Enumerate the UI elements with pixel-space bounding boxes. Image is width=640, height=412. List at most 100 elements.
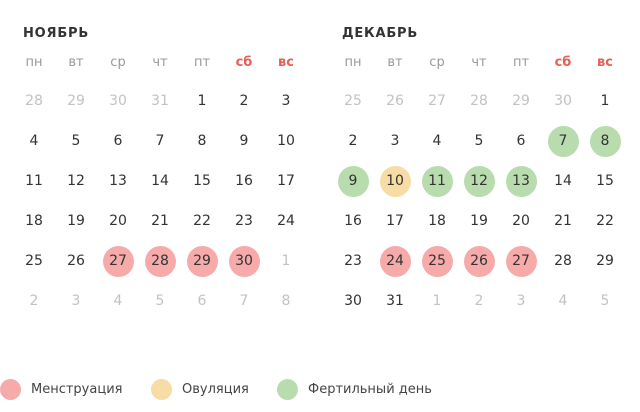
calendar-day-normal[interactable]: 10 bbox=[265, 121, 307, 161]
calendar-day-normal[interactable]: 15 bbox=[584, 161, 626, 201]
day-number: 20 bbox=[512, 213, 530, 229]
day-number: 21 bbox=[554, 213, 572, 229]
calendar-day-normal[interactable]: 17 bbox=[374, 201, 416, 241]
calendar-day-menstruation[interactable]: 27 bbox=[97, 241, 139, 281]
calendar-day-other[interactable]: 29 bbox=[55, 81, 97, 121]
calendar-day-normal[interactable]: 6 bbox=[500, 121, 542, 161]
calendar-day-normal[interactable]: 25 bbox=[13, 241, 55, 281]
legend-label: Менструация bbox=[31, 381, 123, 397]
calendar-day-other[interactable]: 1 bbox=[265, 241, 307, 281]
calendar-day-normal[interactable]: 20 bbox=[500, 201, 542, 241]
calendar-day-normal[interactable]: 6 bbox=[97, 121, 139, 161]
calendar-day-other[interactable]: 3 bbox=[55, 281, 97, 321]
calendar-day-normal[interactable]: 16 bbox=[332, 201, 374, 241]
calendar-day-fertile[interactable]: 8 bbox=[584, 121, 626, 161]
calendar-day-other[interactable]: 6 bbox=[181, 281, 223, 321]
calendar-day-normal[interactable]: 3 bbox=[265, 81, 307, 121]
day-number: 3 bbox=[390, 133, 400, 149]
calendar-day-normal[interactable]: 5 bbox=[55, 121, 97, 161]
calendar-day-fertile[interactable]: 12 bbox=[458, 161, 500, 201]
calendar-day-other[interactable]: 31 bbox=[139, 81, 181, 121]
calendar-day-fertile[interactable]: 11 bbox=[416, 161, 458, 201]
calendar-day-normal[interactable]: 14 bbox=[542, 161, 584, 201]
calendar-day-normal[interactable]: 12 bbox=[55, 161, 97, 201]
calendar-day-normal[interactable]: 23 bbox=[223, 201, 265, 241]
calendar-day-normal[interactable]: 5 bbox=[458, 121, 500, 161]
calendar-day-normal[interactable]: 19 bbox=[55, 201, 97, 241]
calendar-day-fertile[interactable]: 13 bbox=[500, 161, 542, 201]
calendar-day-other[interactable]: 8 bbox=[265, 281, 307, 321]
day-number: 27 bbox=[428, 93, 446, 109]
weekday-thu: чт bbox=[152, 55, 168, 70]
day-number: 23 bbox=[344, 253, 362, 269]
calendar-day-ovulation[interactable]: 10 bbox=[374, 161, 416, 201]
calendar-day-normal[interactable]: 23 bbox=[332, 241, 374, 281]
calendar-day-menstruation[interactable]: 30 bbox=[223, 241, 265, 281]
calendar-day-other[interactable]: 3 bbox=[500, 281, 542, 321]
calendar-day-other[interactable]: 5 bbox=[139, 281, 181, 321]
calendar-day-menstruation[interactable]: 26 bbox=[458, 241, 500, 281]
day-number: 2 bbox=[348, 133, 358, 149]
calendar-day-other[interactable]: 2 bbox=[13, 281, 55, 321]
calendar-day-normal[interactable]: 29 bbox=[584, 241, 626, 281]
calendar-day-normal[interactable]: 21 bbox=[542, 201, 584, 241]
calendar-day-menstruation[interactable]: 24 bbox=[374, 241, 416, 281]
calendar-day-normal[interactable]: 11 bbox=[13, 161, 55, 201]
calendar-day-normal[interactable]: 22 bbox=[584, 201, 626, 241]
calendar-day-other[interactable]: 25 bbox=[332, 81, 374, 121]
calendar-day-normal[interactable]: 14 bbox=[139, 161, 181, 201]
calendar-day-normal[interactable]: 3 bbox=[374, 121, 416, 161]
calendar-day-other[interactable]: 2 bbox=[458, 281, 500, 321]
calendar-day-normal[interactable]: 31 bbox=[374, 281, 416, 321]
calendar-day-other[interactable]: 5 bbox=[584, 281, 626, 321]
calendar-day-normal[interactable]: 24 bbox=[265, 201, 307, 241]
calendar-day-normal[interactable]: 2 bbox=[332, 121, 374, 161]
calendar-day-other[interactable]: 4 bbox=[97, 281, 139, 321]
calendar-day-normal[interactable]: 2 bbox=[223, 81, 265, 121]
calendar-day-other[interactable]: 7 bbox=[223, 281, 265, 321]
calendar-day-menstruation[interactable]: 28 bbox=[139, 241, 181, 281]
calendar-day-other[interactable]: 26 bbox=[374, 81, 416, 121]
calendar-day-menstruation[interactable]: 27 bbox=[500, 241, 542, 281]
calendar-day-normal[interactable]: 1 bbox=[181, 81, 223, 121]
calendar-day-normal[interactable]: 9 bbox=[223, 121, 265, 161]
calendar-day-menstruation[interactable]: 25 bbox=[416, 241, 458, 281]
calendar-day-other[interactable]: 28 bbox=[458, 81, 500, 121]
calendar-day-normal[interactable]: 19 bbox=[458, 201, 500, 241]
calendar-day-normal[interactable]: 18 bbox=[416, 201, 458, 241]
calendar-day-normal[interactable]: 28 bbox=[542, 241, 584, 281]
calendar-day-other[interactable]: 29 bbox=[500, 81, 542, 121]
weekday-sat: сб bbox=[235, 55, 253, 70]
calendar-day-normal[interactable]: 20 bbox=[97, 201, 139, 241]
calendar-day-normal[interactable]: 4 bbox=[13, 121, 55, 161]
day-number: 28 bbox=[470, 93, 488, 109]
calendar-day-normal[interactable]: 26 bbox=[55, 241, 97, 281]
fertile-dot-icon bbox=[277, 378, 298, 400]
calendar-day-fertile[interactable]: 9 bbox=[332, 161, 374, 201]
day-number: 26 bbox=[463, 245, 495, 277]
calendar-day-normal[interactable]: 8 bbox=[181, 121, 223, 161]
calendar-day-normal[interactable]: 4 bbox=[416, 121, 458, 161]
calendar-day-normal[interactable]: 18 bbox=[13, 201, 55, 241]
legend-item-fertile: Фертильный день bbox=[277, 377, 432, 401]
calendar-day-other[interactable]: 28 bbox=[13, 81, 55, 121]
day-number: 10 bbox=[277, 133, 295, 149]
calendar-day-normal[interactable]: 22 bbox=[181, 201, 223, 241]
calendar-day-fertile[interactable]: 7 bbox=[542, 121, 584, 161]
calendar-day-normal[interactable]: 13 bbox=[97, 161, 139, 201]
day-number: 18 bbox=[25, 213, 43, 229]
calendar-day-other[interactable]: 1 bbox=[416, 281, 458, 321]
calendar-day-normal[interactable]: 16 bbox=[223, 161, 265, 201]
calendar-day-normal[interactable]: 1 bbox=[584, 81, 626, 121]
calendar-day-normal[interactable]: 17 bbox=[265, 161, 307, 201]
calendar-day-other[interactable]: 27 bbox=[416, 81, 458, 121]
calendar-day-normal[interactable]: 30 bbox=[332, 281, 374, 321]
weekday-sat: сб bbox=[554, 55, 572, 70]
calendar-day-normal[interactable]: 21 bbox=[139, 201, 181, 241]
calendar-day-normal[interactable]: 15 bbox=[181, 161, 223, 201]
calendar-day-other[interactable]: 30 bbox=[97, 81, 139, 121]
calendar-day-other[interactable]: 4 bbox=[542, 281, 584, 321]
calendar-day-normal[interactable]: 7 bbox=[139, 121, 181, 161]
calendar-day-menstruation[interactable]: 29 bbox=[181, 241, 223, 281]
calendar-day-other[interactable]: 30 bbox=[542, 81, 584, 121]
